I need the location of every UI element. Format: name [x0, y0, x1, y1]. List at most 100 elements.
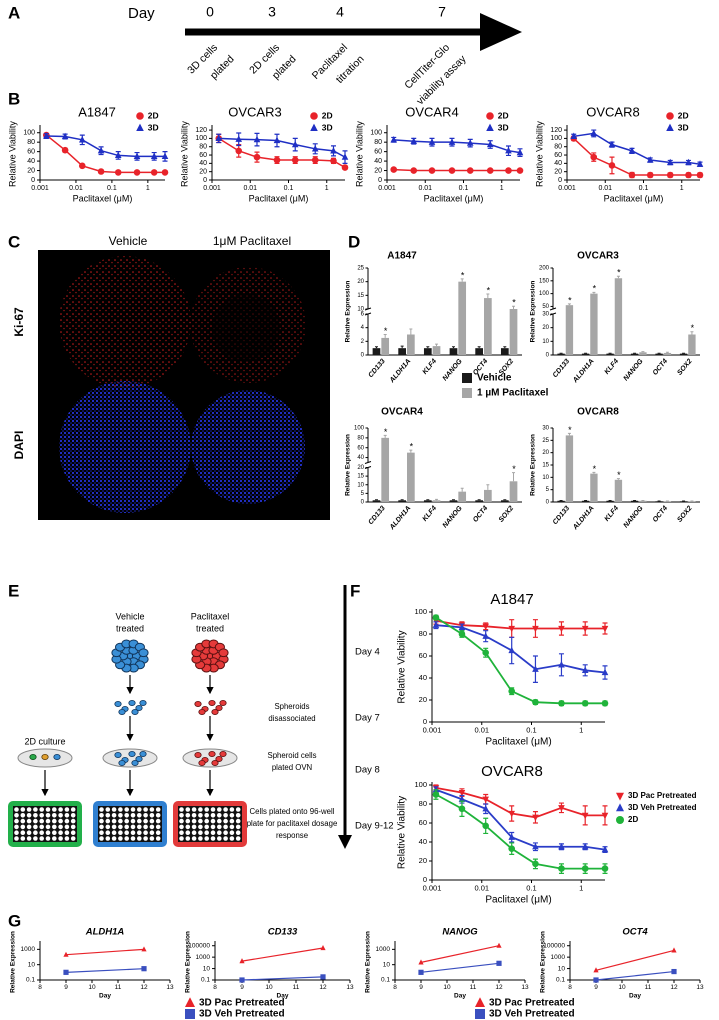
well: [26, 830, 32, 835]
error-bar: [435, 498, 439, 501]
series-line: [393, 139, 521, 154]
well: [20, 830, 26, 835]
x-axis-label: Paclitaxel (μM): [485, 895, 551, 906]
data-point: [508, 833, 516, 840]
cell: [135, 705, 143, 712]
x-tick-label: 1: [579, 725, 583, 734]
y-tick-label: 0: [546, 500, 550, 506]
error-bar: [477, 346, 481, 349]
step-label: plated OVN: [272, 763, 312, 772]
well: [143, 818, 148, 824]
bar: [606, 353, 614, 355]
well: [155, 818, 161, 824]
well: [185, 807, 191, 812]
well: [204, 818, 209, 824]
cell: [114, 752, 122, 759]
y-axis-label: Relative Expression: [365, 931, 372, 993]
y-tick-label: 80: [199, 144, 207, 151]
error-bar: [374, 499, 378, 501]
well: [58, 818, 63, 824]
bar: [372, 348, 381, 355]
series-line: [420, 945, 500, 963]
well: [52, 824, 57, 830]
series-line: [573, 132, 701, 165]
y-tick-label: 10: [28, 961, 36, 968]
error-bar: [451, 346, 455, 349]
x-tick-label: 12: [319, 984, 327, 991]
data-point: [239, 958, 245, 964]
data-point: [273, 136, 281, 144]
well: [39, 818, 44, 824]
y-tick-label: 0: [361, 353, 365, 359]
data-point: [390, 136, 398, 143]
data-point: [581, 812, 589, 820]
well: [204, 836, 209, 841]
cell: [218, 648, 229, 658]
well: [52, 830, 57, 835]
well: [235, 824, 241, 830]
data-point: [590, 129, 598, 137]
x-tick-label: NANOG: [623, 505, 645, 530]
y-axis-label: Relative Viability: [7, 121, 17, 187]
y-tick-label: 4: [361, 325, 365, 331]
well: [130, 818, 136, 824]
y-tick-label: 0: [378, 177, 382, 184]
day-label: Day 4: [355, 647, 380, 658]
x-tick-label: 13: [166, 984, 174, 991]
bar: [449, 348, 458, 355]
x-tick-label: 0.01: [474, 883, 489, 892]
well: [191, 807, 197, 812]
well: [223, 830, 228, 835]
y-tick-label: 25: [542, 438, 549, 444]
well: [210, 807, 216, 812]
series-line: [435, 788, 606, 851]
data-point: [43, 132, 50, 139]
error-bar: [460, 278, 464, 282]
x-tick-label: 8: [213, 984, 217, 991]
group-label: treated: [196, 623, 224, 633]
significance: *: [593, 464, 597, 474]
x-tick-label: 11: [293, 984, 300, 991]
x-tick-label: 11: [115, 984, 122, 991]
x-tick-label: 0.001: [31, 185, 49, 192]
bar: [407, 452, 415, 502]
data-point: [330, 147, 337, 154]
cell: [215, 705, 223, 712]
cell: [139, 700, 147, 707]
data-point: [410, 137, 418, 144]
y-tick-label: 200: [539, 266, 550, 272]
y-tick-label: 40: [419, 837, 427, 846]
significance: *: [617, 268, 621, 278]
error-bar: [592, 291, 596, 294]
bar: [407, 334, 415, 355]
day-label: Day 9-12: [355, 821, 394, 832]
y-tick-label: 0.1: [556, 977, 565, 984]
data-point: [114, 151, 122, 159]
bar: [458, 491, 467, 502]
bar: [475, 348, 483, 355]
legend-marker: [185, 1009, 195, 1019]
y-tick-label: 20: [374, 167, 382, 174]
well: [217, 807, 222, 812]
data-point: [558, 700, 565, 707]
well: [111, 818, 117, 824]
well: [118, 807, 123, 812]
well: [105, 824, 111, 830]
error-bar: [409, 449, 413, 453]
cell: [118, 709, 126, 716]
x-tick-label: 9: [419, 984, 423, 991]
well: [111, 824, 117, 830]
chart-title: A1847: [387, 251, 417, 262]
y-tick-label: 100: [550, 135, 562, 142]
data-point: [341, 164, 349, 171]
dapi-paclitaxel: [191, 390, 305, 504]
y-tick-label: 150: [539, 278, 550, 284]
x-tick-label: ALDH1A: [571, 358, 595, 385]
x-axis-label: Paclitaxel (μM): [604, 193, 664, 203]
well: [39, 830, 44, 835]
well: [229, 830, 235, 835]
bar: [679, 353, 688, 355]
x-tick-label: 0.01: [243, 185, 257, 192]
data-point: [685, 158, 692, 166]
x-tick-label: CD133: [367, 505, 386, 526]
